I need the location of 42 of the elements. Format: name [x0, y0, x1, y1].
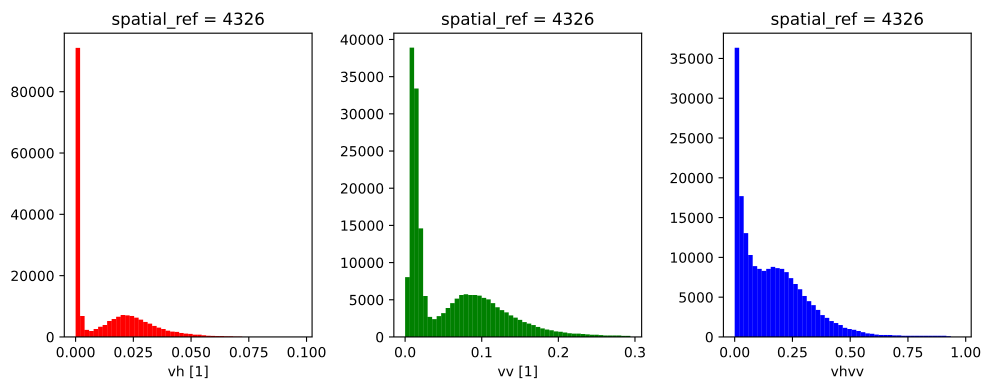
x-tick-label: 0.00: [720, 346, 750, 358]
y-tick-label: 25000: [670, 132, 713, 144]
x-axis-title: vv [1]: [498, 366, 537, 378]
x-axis-title: vhvv: [830, 366, 864, 376]
y-tick-label: 5000: [350, 294, 384, 306]
y-tick-label: 20000: [670, 172, 713, 184]
x-tick-label: 0.000: [56, 346, 95, 358]
y-tick-label: 40000: [11, 209, 54, 220]
x-axis-title: vh [1]: [168, 366, 208, 378]
y-tick-label: 20000: [340, 183, 384, 194]
x-tick-label: 0.75: [893, 346, 922, 358]
y-tick-label: 10000: [671, 252, 713, 263]
y-tick-label: 35000: [341, 72, 384, 82]
y-tick-label: 0: [706, 332, 713, 342]
x-tick-label: 0.100: [288, 346, 326, 358]
x-tick-label: 0.25: [778, 346, 807, 358]
y-tick-label: 0: [46, 332, 54, 342]
y-tick-label: 15000: [341, 220, 384, 231]
y-tick-label: 0: [376, 332, 384, 342]
y-tick-label: 10000: [341, 258, 384, 268]
x-tick-label: 0.075: [230, 346, 268, 358]
x-tick-label: 0.025: [114, 346, 152, 358]
y-tick-label: 25000: [340, 146, 384, 157]
x-tick-label: 0.0: [394, 346, 416, 358]
chart-title: spatial_ref = 4326: [442, 12, 594, 29]
y-tick-label: 80000: [11, 86, 54, 98]
y-tick-label: 30000: [341, 108, 384, 120]
y-tick-label: 30000: [670, 93, 713, 104]
x-tick-label: 0.3: [624, 346, 645, 358]
y-tick-label: 40000: [340, 34, 384, 45]
y-tick-label: 5000: [679, 292, 713, 303]
y-tick-label: 60000: [11, 148, 54, 158]
chart-title: spatial_ref = 4326: [112, 12, 264, 29]
x-tick-label: 1.00: [952, 346, 980, 358]
y-tick-label: 15000: [671, 212, 713, 224]
y-tick-label: 20000: [11, 270, 54, 282]
x-tick-label: 0.50: [836, 346, 865, 358]
chart-title: spatial_ref = 4326: [772, 12, 923, 29]
x-tick-label: 0.1: [472, 346, 492, 358]
x-tick-label: 0.2: [548, 346, 568, 358]
y-tick-label: 35000: [670, 53, 713, 64]
x-tick-label: 0.050: [172, 346, 210, 358]
